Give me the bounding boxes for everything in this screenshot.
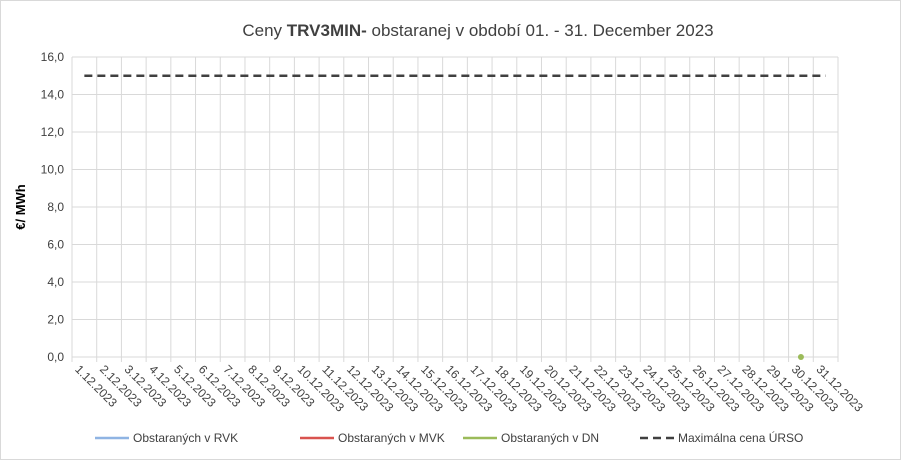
y-tick-label: 16,0 — [41, 50, 65, 64]
title-part: TRV3MIN- — [287, 21, 367, 40]
y-tick-label: 14,0 — [41, 88, 65, 102]
y-tick-label: 4,0 — [47, 275, 64, 289]
legend-label: Obstaraných v RVK — [133, 431, 238, 445]
data-point — [797, 354, 804, 360]
y-tick-label: 12,0 — [41, 125, 65, 139]
y-tick-label: 10,0 — [41, 163, 65, 177]
chart-title: Ceny TRV3MIN- obstaranej v období 01. - … — [242, 21, 713, 40]
y-tick-label: 0,0 — [47, 350, 64, 364]
legend-label: Maximálna cena ÚRSO — [678, 430, 803, 445]
y-axis-label: €/ MWh — [13, 184, 28, 230]
legend-label: Obstaraných v DN — [501, 431, 599, 445]
title-part: Ceny — [242, 21, 286, 40]
y-tick-label: 2,0 — [47, 313, 64, 327]
title-part: obstaranej v období 01. - 31. December 2… — [367, 21, 714, 40]
legend-label: Obstaraných v MVK — [338, 431, 445, 445]
y-tick-label: 6,0 — [47, 238, 64, 252]
y-tick-label: 8,0 — [47, 200, 64, 214]
